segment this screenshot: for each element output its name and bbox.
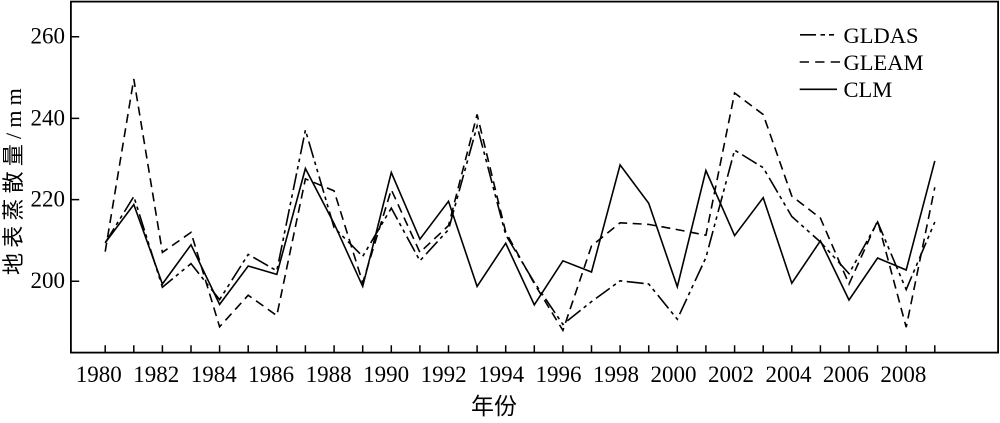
svg-text:1980: 1980	[76, 362, 122, 387]
svg-text:GLDAS: GLDAS	[844, 23, 919, 48]
svg-text:CLM: CLM	[844, 77, 893, 102]
svg-text:2006: 2006	[823, 362, 869, 387]
svg-text:1996: 1996	[536, 362, 582, 387]
svg-text:1994: 1994	[478, 362, 525, 387]
svg-text:1986: 1986	[248, 362, 294, 387]
svg-text:1984: 1984	[191, 362, 238, 387]
svg-text:GLEAM: GLEAM	[844, 50, 924, 75]
svg-text:2002: 2002	[708, 362, 754, 387]
svg-text:2000: 2000	[651, 362, 697, 387]
svg-text:1988: 1988	[306, 362, 352, 387]
svg-text:200: 200	[31, 268, 66, 293]
svg-text:地表蒸散量/mm: 地表蒸散量/mm	[1, 83, 26, 275]
svg-text:2008: 2008	[880, 362, 926, 387]
svg-text:260: 260	[31, 24, 66, 49]
svg-text:2004: 2004	[766, 362, 813, 387]
svg-text:240: 240	[31, 105, 66, 130]
svg-text:年份: 年份	[471, 394, 517, 418]
svg-text:1998: 1998	[593, 362, 639, 387]
svg-text:220: 220	[31, 187, 66, 212]
svg-text:1982: 1982	[133, 362, 179, 387]
svg-text:1992: 1992	[421, 362, 467, 387]
svg-text:1990: 1990	[363, 362, 409, 387]
